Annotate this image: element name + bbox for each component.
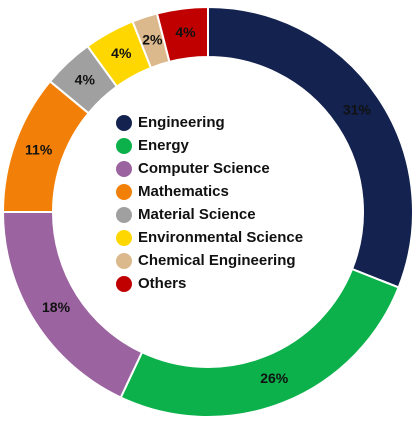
data-label: 4%	[175, 24, 196, 40]
legend-marker	[116, 115, 132, 131]
data-label: 26%	[260, 370, 289, 386]
data-label: 4%	[75, 71, 96, 87]
legend-label: Chemical Engineering	[138, 252, 296, 269]
data-label: 31%	[343, 102, 372, 118]
legend-label: Environmental Science	[138, 229, 303, 246]
legend-label: Others	[138, 275, 186, 292]
legend-marker	[116, 207, 132, 223]
legend-label: Material Science	[138, 206, 256, 223]
data-label: 11%	[25, 142, 53, 158]
legend-marker	[116, 161, 132, 177]
donut-segment	[155, 5, 209, 64]
legend-label: Computer Science	[138, 160, 270, 177]
data-label: 2%	[142, 32, 163, 48]
legend-marker	[116, 253, 132, 269]
data-label: 18%	[42, 299, 71, 315]
legend-label: Mathematics	[138, 183, 229, 200]
legend-marker	[116, 230, 132, 246]
legend-marker	[116, 138, 132, 154]
legend-marker	[116, 184, 132, 200]
data-label: 4%	[111, 45, 132, 61]
legend-label: Energy	[138, 137, 190, 154]
legend-marker	[116, 276, 132, 292]
legend-label: Engineering	[138, 114, 225, 131]
